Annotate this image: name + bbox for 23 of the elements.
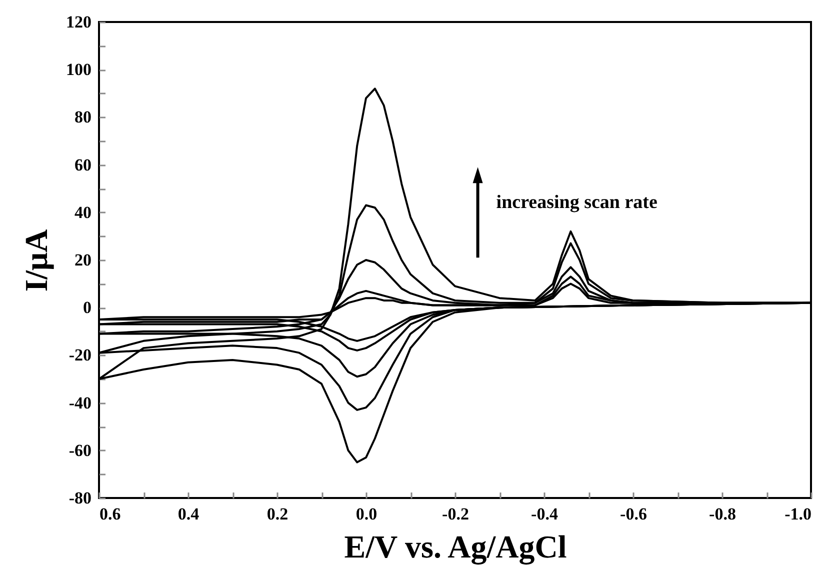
- y-tick-label: 20: [74, 250, 92, 270]
- y-tick-label: 80: [74, 108, 92, 127]
- y-tick-label: 60: [74, 155, 92, 174]
- x-tick-label: -1.0: [784, 504, 812, 524]
- y-tick-label: -20: [68, 346, 92, 365]
- y-tick-label: -80: [68, 488, 92, 508]
- x-tick-label: 0.6: [100, 504, 121, 524]
- x-axis-title: E/V vs. Ag/AgCl: [344, 528, 567, 566]
- y-tick-label: 40: [74, 202, 92, 222]
- y-tick-label: 100: [66, 60, 92, 80]
- x-tick-label: -0.6: [620, 504, 647, 524]
- y-axis-title: I/μA: [18, 229, 54, 292]
- x-tick-label: 0.4: [178, 504, 200, 524]
- x-tick-label: 0.0: [356, 504, 378, 524]
- y-tick-label: 0: [83, 298, 92, 318]
- x-tick-label: 0.2: [266, 504, 288, 524]
- x-tick-label: -0.4: [531, 504, 558, 524]
- y-tick-label: -60: [68, 440, 92, 460]
- y-tick-label: 120: [66, 12, 92, 32]
- x-tick-label: -0.2: [442, 504, 469, 524]
- y-tick-label: -40: [68, 393, 92, 412]
- x-tick-label: -0.8: [709, 504, 736, 524]
- annotation: increasing scan rate: [496, 192, 658, 213]
